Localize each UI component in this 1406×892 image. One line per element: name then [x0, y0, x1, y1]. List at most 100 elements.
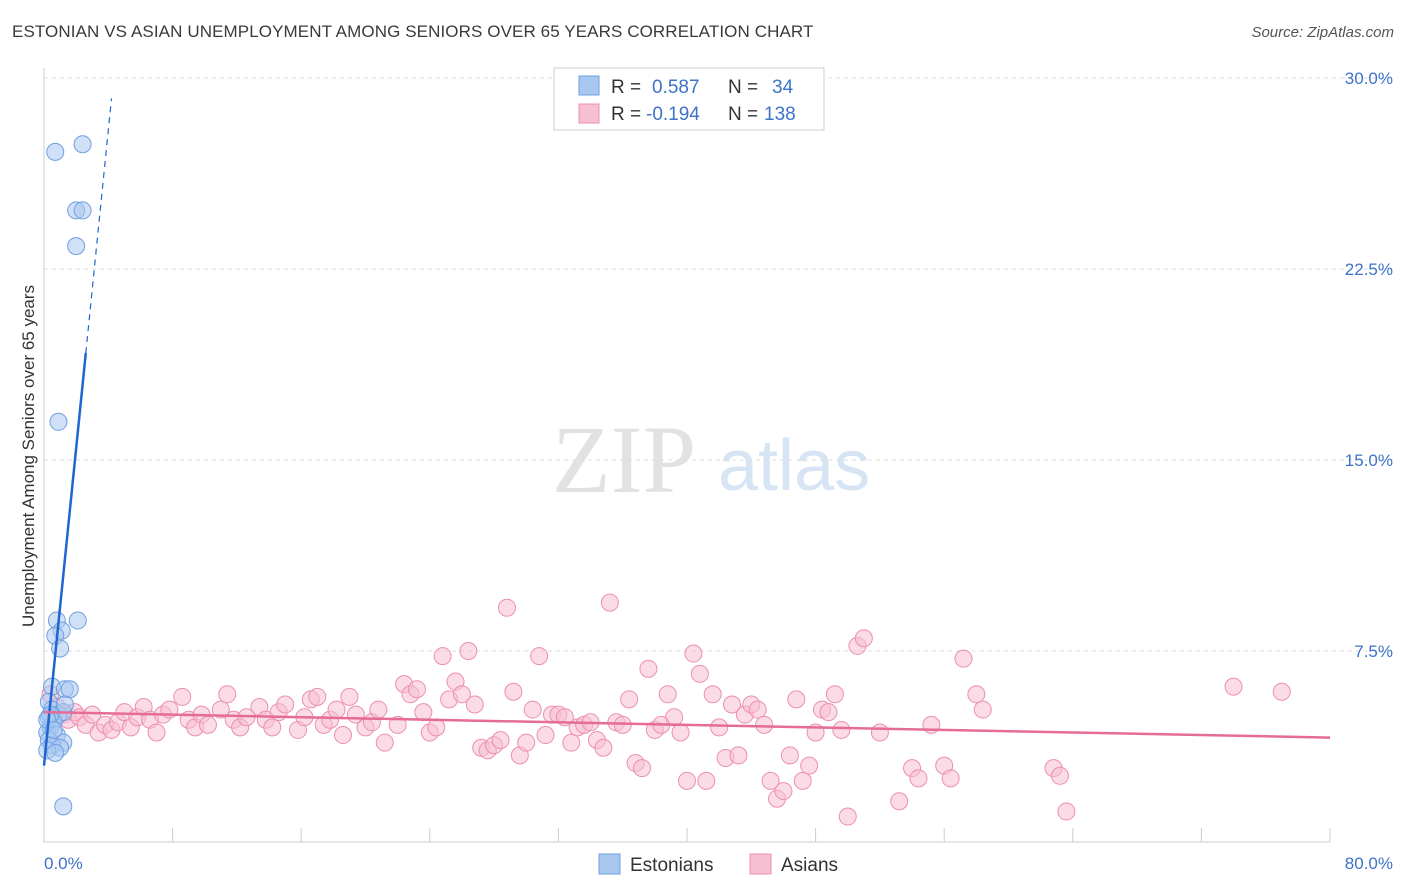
- estonians-trend-line: [42, 352, 88, 766]
- asians-point: [1050, 766, 1069, 785]
- asians-point: [523, 700, 542, 719]
- asians-point: [407, 680, 426, 699]
- asians-point: [832, 720, 851, 739]
- asians-point: [620, 690, 639, 709]
- source-label: Source: ZipAtlas.com: [1251, 24, 1394, 41]
- asians-point: [838, 807, 857, 826]
- asians-point: [697, 771, 716, 790]
- chart-title: ESTONIAN VS ASIAN UNEMPLOYMENT AMONG SEN…: [12, 22, 814, 41]
- asians-point: [690, 664, 709, 683]
- y-tick-labels: 7.5% 15.0% 22.5% 30.0%: [1345, 69, 1393, 661]
- estonians-point: [67, 237, 86, 256]
- estonians-point: [54, 797, 73, 816]
- estonians-trend-line-extension: [85, 98, 113, 354]
- legend-n-value-1: 34: [772, 77, 794, 98]
- asians-point: [890, 792, 909, 811]
- asians-point: [665, 708, 684, 727]
- watermark-atlas: atlas: [718, 426, 870, 506]
- asians-point: [388, 715, 407, 734]
- asians-point: [967, 685, 986, 704]
- y-tick-label: 22.5%: [1345, 260, 1393, 279]
- asians-point: [414, 703, 433, 722]
- asians-point: [536, 726, 555, 745]
- legend-r-value-2: -0.194: [646, 104, 700, 125]
- bottom-legend-label-estonians: Estonians: [630, 855, 713, 876]
- gridlines: [44, 77, 1393, 652]
- asians-point: [452, 685, 471, 704]
- asians-point: [562, 733, 581, 752]
- asians-point: [684, 644, 703, 663]
- asians-point: [327, 700, 346, 719]
- asians-point: [459, 642, 478, 660]
- asians-point: [147, 723, 166, 742]
- y-tick-label: 7.5%: [1354, 642, 1393, 661]
- asians-point: [723, 695, 742, 714]
- asians-point: [594, 738, 613, 757]
- asians-point: [276, 695, 295, 714]
- asians-point: [427, 718, 446, 737]
- x-ticks: [43, 828, 1331, 842]
- asians-point: [263, 718, 282, 737]
- asians-point: [375, 733, 394, 752]
- legend-r-label-2: R =: [611, 104, 641, 125]
- estonians-point: [49, 412, 68, 431]
- x-tick-label-max: 80.0%: [1345, 854, 1393, 873]
- asians-point: [748, 700, 767, 719]
- asians-point: [755, 715, 774, 734]
- asians-point: [761, 771, 780, 790]
- estonians-points: [38, 135, 92, 816]
- estonians-point: [55, 695, 74, 714]
- legend-r-value-1: 0.587: [652, 77, 700, 98]
- correlation-legend: R = 0.587 N = 34 R = -0.194 N = 138: [553, 67, 825, 131]
- asians-point: [639, 659, 658, 678]
- asians-point: [504, 682, 523, 701]
- asians-point: [491, 731, 510, 750]
- asians-point: [497, 598, 516, 617]
- trend-lines: [42, 98, 1331, 766]
- y-tick-label: 15.0%: [1345, 451, 1393, 470]
- asians-point: [83, 705, 102, 724]
- asians-point: [774, 782, 793, 801]
- asians-point: [710, 718, 729, 737]
- asians-point: [517, 733, 536, 752]
- asians-point: [973, 700, 992, 719]
- bottom-legend-label-asians: Asians: [781, 855, 838, 876]
- asians-point: [703, 685, 722, 704]
- asians-point: [941, 769, 960, 788]
- asians-point: [658, 685, 677, 704]
- asians-point: [854, 629, 873, 648]
- asians-point: [1272, 682, 1291, 701]
- legend-swatch-asians: [578, 103, 600, 124]
- x-tick-label-min: 0.0%: [44, 854, 83, 873]
- asians-point: [780, 746, 799, 765]
- legend-swatch-estonians: [578, 75, 600, 96]
- asians-point: [198, 715, 217, 734]
- estonians-point: [68, 611, 87, 630]
- asians-point: [530, 647, 549, 666]
- legend-n-value-2: 138: [764, 104, 796, 125]
- y-tick-label: 30.0%: [1345, 69, 1393, 88]
- asians-point: [800, 756, 819, 775]
- asians-point: [340, 687, 359, 706]
- asians-point: [787, 690, 806, 709]
- asians-point: [600, 593, 619, 612]
- estonians-point: [73, 135, 92, 154]
- estonians-point: [46, 743, 65, 762]
- asians-point: [909, 769, 928, 788]
- asians-point: [632, 759, 651, 778]
- asians-trend-line: [43, 710, 1331, 739]
- bottom-legend-swatch-estonians: [598, 853, 621, 875]
- legend-r-label-1: R =: [611, 77, 641, 98]
- asians-point: [729, 746, 748, 765]
- bottom-legend-swatch-asians: [749, 853, 772, 875]
- estonians-point: [60, 680, 79, 699]
- asians-point: [819, 703, 838, 722]
- asians-point: [793, 771, 812, 790]
- series-legend: Estonians Asians: [598, 853, 838, 876]
- asians-point: [870, 723, 889, 742]
- estonians-point: [44, 720, 63, 739]
- asians-point: [1224, 677, 1243, 696]
- asians-point: [954, 649, 973, 668]
- estonians-point: [46, 142, 65, 161]
